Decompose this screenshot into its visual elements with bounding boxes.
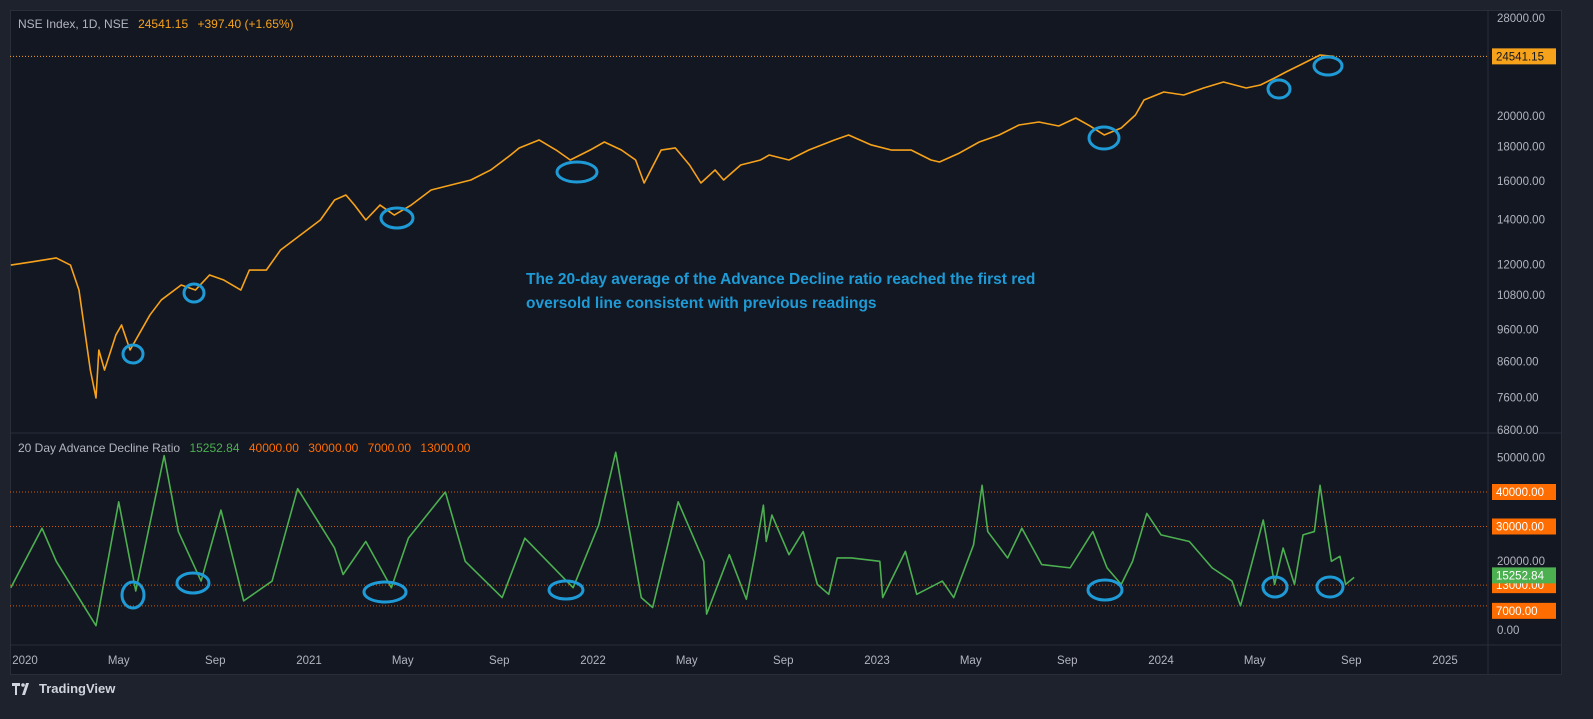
price-tick-label: 6800.00	[1497, 425, 1539, 437]
price-tick-label: 7600.00	[1497, 392, 1539, 404]
price-tick-label: 20000.00	[1497, 111, 1545, 123]
annotation-circle[interactable]	[1315, 575, 1345, 599]
ad-ratio-line	[10, 451, 1355, 627]
time-axis[interactable]: 2020 May Sep 2021 May Sep 2022 May Sep 2023 May Sep…	[12, 655, 1458, 667]
price-tick-label: 18000.00	[1497, 142, 1545, 154]
price-change: +397.40 (+1.65%)	[197, 17, 294, 31]
svg-text:15252.84: 15252.84	[1496, 570, 1545, 582]
ad-last-value-badge: 15252.84	[1492, 567, 1556, 584]
svg-text:24541.15: 24541.15	[1496, 51, 1544, 63]
annotation-line-1: The 20-day average of the Advance Declin…	[526, 271, 1036, 288]
price-tick-label: 8600.00	[1497, 357, 1539, 369]
symbol-label: NSE Index, 1D, NSE	[18, 17, 129, 31]
time-tick-label: Sep	[1057, 655, 1077, 667]
price-tick-label: 9600.00	[1497, 324, 1539, 336]
time-tick-label: 2021	[296, 655, 322, 667]
time-tick-label: Sep	[205, 655, 225, 667]
time-tick-label: Sep	[489, 655, 509, 667]
annotation-circle[interactable]	[362, 580, 408, 604]
annotation-circle[interactable]	[1266, 78, 1292, 100]
annotation-circle[interactable]	[547, 579, 585, 601]
time-tick-label: 2024	[1148, 655, 1174, 667]
annotation-circle[interactable]	[555, 160, 599, 184]
level-badge-30000: 30000.00	[1492, 518, 1556, 535]
time-tick-label: May	[108, 655, 130, 667]
annotation-circle[interactable]	[121, 343, 145, 365]
annotation-circle[interactable]	[182, 282, 206, 304]
chart-frame[interactable]	[10, 10, 1562, 675]
ad-tick-label: 20000.00	[1497, 556, 1545, 568]
price-tick-label: 28000.00	[1497, 13, 1545, 25]
brand-label: TradingView	[39, 681, 116, 696]
level-badge-7000: 7000.00	[1492, 602, 1556, 619]
indicator-value: 15252.84	[189, 441, 240, 455]
ad-tick-label: 50000.00	[1497, 453, 1545, 465]
svg-text:7000.00: 7000.00	[1496, 606, 1538, 618]
price-axis[interactable]: 28000.00 20000.00 18000.00 16000.00 14000.00…	[1497, 13, 1545, 437]
time-tick-label: Sep	[773, 655, 793, 667]
last-price-badge: 24541.15	[1492, 48, 1556, 65]
indicator-name: 20 Day Advance Decline Ratio	[18, 441, 181, 455]
ad-legend[interactable]: 20 Day Advance Decline Ratio 15252.84 40…	[18, 441, 476, 455]
time-tick-label: Sep	[1341, 655, 1361, 667]
level-7000: 7000.00	[367, 441, 412, 455]
price-tick-label: 16000.00	[1497, 176, 1545, 188]
price-line	[10, 54, 1335, 399]
ad-axis[interactable]: 50000.00 20000.00 0.00	[1497, 453, 1545, 638]
annotation-circle[interactable]	[1261, 575, 1289, 599]
level-13000: 13000.00	[420, 441, 471, 455]
annotation-circle[interactable]	[175, 571, 211, 595]
svg-text:30000.00: 30000.00	[1496, 522, 1544, 534]
last-price: 24541.15	[138, 17, 189, 31]
annotation-circle[interactable]	[1086, 578, 1124, 602]
annotation-line-2: oversold line consistent with previous r…	[526, 295, 877, 312]
tradingview-logo[interactable]: TradingView	[12, 681, 115, 696]
time-tick-label: May	[392, 655, 414, 667]
annotation-text: The 20-day average of the Advance Declin…	[526, 268, 1035, 316]
time-tick-label: May	[960, 655, 982, 667]
annotation-circle[interactable]	[379, 206, 415, 230]
annotation-circle[interactable]	[1312, 55, 1344, 77]
time-tick-label: 2022	[580, 655, 606, 667]
level-30000: 30000.00	[308, 441, 359, 455]
time-tick-label: 2025	[1432, 655, 1458, 667]
svg-text:40000.00: 40000.00	[1496, 487, 1544, 499]
price-tick-label: 12000.00	[1497, 260, 1545, 272]
annotation-circle[interactable]	[120, 580, 146, 610]
time-tick-label: 2020	[12, 655, 38, 667]
time-tick-label: 2023	[864, 655, 890, 667]
ad-tick-label: 0.00	[1497, 625, 1519, 637]
tradingview-logo-icon	[12, 682, 29, 695]
level-badge-40000: 40000.00	[1492, 484, 1556, 500]
level-40000: 40000.00	[248, 441, 299, 455]
price-tick-label: 10800.00	[1497, 290, 1545, 302]
time-tick-label: May	[1244, 655, 1266, 667]
price-legend[interactable]: NSE Index, 1D, NSE 24541.15 +397.40 (+1.…	[18, 17, 300, 31]
time-tick-label: May	[676, 655, 698, 667]
price-tick-label: 14000.00	[1497, 215, 1545, 227]
annotation-circle[interactable]	[1087, 125, 1121, 151]
